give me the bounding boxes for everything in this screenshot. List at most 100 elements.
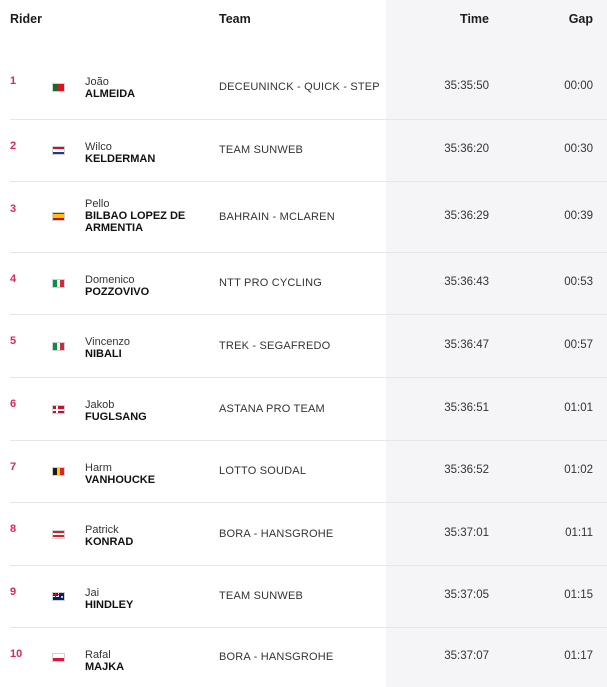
rider-last-name: ALMEIDA: [85, 88, 136, 100]
time-value: 35:36:51: [444, 401, 489, 414]
table-row[interactable]: 8 Patrick KONRAD BORA - HANSGROHE 35:37:01 01…: [10, 502, 607, 565]
rider-name[interactable]: Harm VANHOUCKE: [85, 462, 220, 486]
time-value: 35:36:29: [444, 209, 489, 222]
table-row[interactable]: 9 Jai HINDLEY TEAM SUNWEB 35:37:05 01:15: [10, 565, 607, 627]
table-row[interactable]: 5 Vincenzo NIBALI TREK - SEGAFREDO 35:36:47 0…: [10, 314, 607, 377]
team-name[interactable]: TEAM SUNWEB: [219, 590, 304, 602]
rider-first-name: Wilco: [85, 141, 112, 153]
time-value: 35:35:50: [444, 79, 489, 92]
gap-value: 00:39: [564, 209, 593, 222]
table-row[interactable]: 2 Wilco KELDERMAN TEAM SUNWEB 35:36:20 00:30: [10, 119, 607, 181]
gap-value: 00:53: [564, 276, 593, 288]
table-row[interactable]: 3 Pello BILBAO LOPEZ DE ARMENTIA BAHRAIN - …: [10, 181, 607, 252]
header-time[interactable]: Time: [460, 12, 489, 26]
rider-first-name: Jai: [85, 587, 100, 599]
rank-number: 4: [10, 273, 17, 285]
rider-last-name: POZZOVIVO: [85, 286, 150, 298]
table-row[interactable]: 7 Harm VANHOUCKE LOTTO SOUDAL 35:36:52 01:02: [10, 440, 607, 502]
rider-last-name: FUGLSANG: [85, 411, 147, 423]
row-divider: [10, 181, 607, 182]
portugal-flag-icon: [52, 82, 65, 92]
rider-last-name: HINDLEY: [85, 599, 134, 611]
rider-name[interactable]: Patrick KONRAD: [85, 524, 220, 548]
team-name[interactable]: LOTTO SOUDAL: [219, 465, 307, 477]
rank-number: 6: [10, 398, 17, 410]
time-value: 35:36:52: [444, 464, 489, 476]
rider-name[interactable]: Wilco KELDERMAN: [85, 141, 220, 165]
rank-number: 9: [10, 586, 17, 598]
header-rider[interactable]: Rider: [10, 12, 42, 26]
belgium-flag-icon: [52, 467, 65, 476]
row-divider: [10, 502, 607, 503]
team-name[interactable]: NTT PRO CYCLING: [219, 277, 323, 289]
rider-first-name: Rafal: [85, 649, 111, 661]
gap-value: 01:17: [564, 650, 593, 662]
time-value: 35:37:05: [444, 589, 489, 601]
spain-flag-icon: [52, 211, 65, 221]
gap-value: 00:57: [564, 338, 593, 351]
time-gap-column-background: [386, 0, 607, 687]
rider-name[interactable]: Jai HINDLEY: [85, 587, 220, 611]
australia-flag-icon: [52, 592, 65, 601]
rider-name[interactable]: Rafal MAJKA: [85, 649, 220, 673]
team-name[interactable]: BAHRAIN - MCLAREN: [219, 210, 335, 223]
rank-number: 10: [10, 648, 23, 660]
team-name[interactable]: BORA - HANSGROHE: [219, 527, 334, 540]
rider-last-name: KELDERMAN: [85, 153, 156, 165]
rider-last-name: NIBALI: [85, 348, 122, 360]
time-value: 35:36:20: [444, 143, 489, 155]
table-row[interactable]: 4 Domenico POZZOVIVO NTT PRO CYCLING 35:36:4…: [10, 252, 607, 314]
row-divider: [10, 119, 607, 120]
rank-number: 3: [10, 203, 17, 215]
rank-number: 1: [10, 75, 17, 87]
rider-last-name: BILBAO LOPEZ DE ARMENTIA: [85, 210, 186, 234]
gap-value: 00:00: [564, 79, 593, 92]
netherlands-flag-icon: [52, 146, 65, 155]
gap-value: 01:11: [565, 526, 593, 539]
rider-name[interactable]: João ALMEIDA: [85, 76, 220, 100]
time-value: 35:36:47: [444, 338, 489, 351]
gap-value: 01:02: [564, 464, 593, 476]
row-divider: [10, 314, 607, 315]
rider-first-name: Jakob: [85, 399, 115, 411]
poland-flag-icon: [52, 653, 65, 662]
rider-last-name: MAJKA: [85, 661, 125, 673]
gap-value: 01:01: [564, 401, 593, 414]
rider-first-name: Pello: [85, 198, 110, 210]
denmark-flag-icon: [52, 404, 65, 414]
time-value: 35:36:43: [444, 276, 489, 288]
row-divider: [10, 627, 607, 628]
rider-first-name: Harm: [85, 462, 112, 474]
rider-name[interactable]: Pello BILBAO LOPEZ DE ARMENTIA: [85, 198, 220, 234]
rank-number: 5: [10, 335, 17, 347]
rider-first-name: Domenico: [85, 274, 135, 286]
table-row[interactable]: 1 João ALMEIDA DECEUNINCK - QUICK - STEP 35:…: [10, 54, 607, 119]
team-name[interactable]: BORA - HANSGROHE: [219, 651, 334, 663]
row-divider: [10, 440, 607, 441]
rank-number: 2: [10, 140, 17, 152]
time-value: 35:37:07: [444, 650, 489, 662]
rider-name[interactable]: Jakob FUGLSANG: [85, 399, 220, 423]
rider-name[interactable]: Domenico POZZOVIVO: [85, 274, 220, 298]
rider-first-name: Vincenzo: [85, 336, 131, 348]
row-divider: [10, 377, 607, 378]
rider-first-name: Patrick: [85, 524, 119, 536]
team-name[interactable]: TEAM SUNWEB: [219, 144, 304, 156]
gap-value: 01:15: [564, 589, 593, 601]
team-name[interactable]: TREK - SEGAFREDO: [219, 339, 331, 352]
table-row[interactable]: 10 Rafal MAJKA BORA - HANSGROHE 35:37:07 01:1…: [10, 627, 607, 687]
rider-first-name: João: [85, 76, 109, 88]
team-name[interactable]: ASTANA PRO TEAM: [219, 402, 325, 415]
header-team[interactable]: Team: [219, 12, 251, 26]
austria-flag-icon: [52, 529, 65, 539]
header-gap[interactable]: Gap: [568, 12, 593, 26]
row-divider: [10, 252, 607, 253]
rider-name[interactable]: Vincenzo NIBALI: [85, 336, 220, 360]
table-row[interactable]: 6 Jakob FUGLSANG ASTANA PRO TEAM 35:36:51 01:…: [10, 377, 607, 440]
team-name[interactable]: DECEUNINCK - QUICK - STEP: [219, 80, 380, 93]
rider-last-name: VANHOUCKE: [85, 474, 156, 486]
rank-number: 8: [10, 523, 17, 535]
gap-value: 00:30: [564, 143, 593, 155]
italy-flag-icon: [52, 279, 65, 288]
